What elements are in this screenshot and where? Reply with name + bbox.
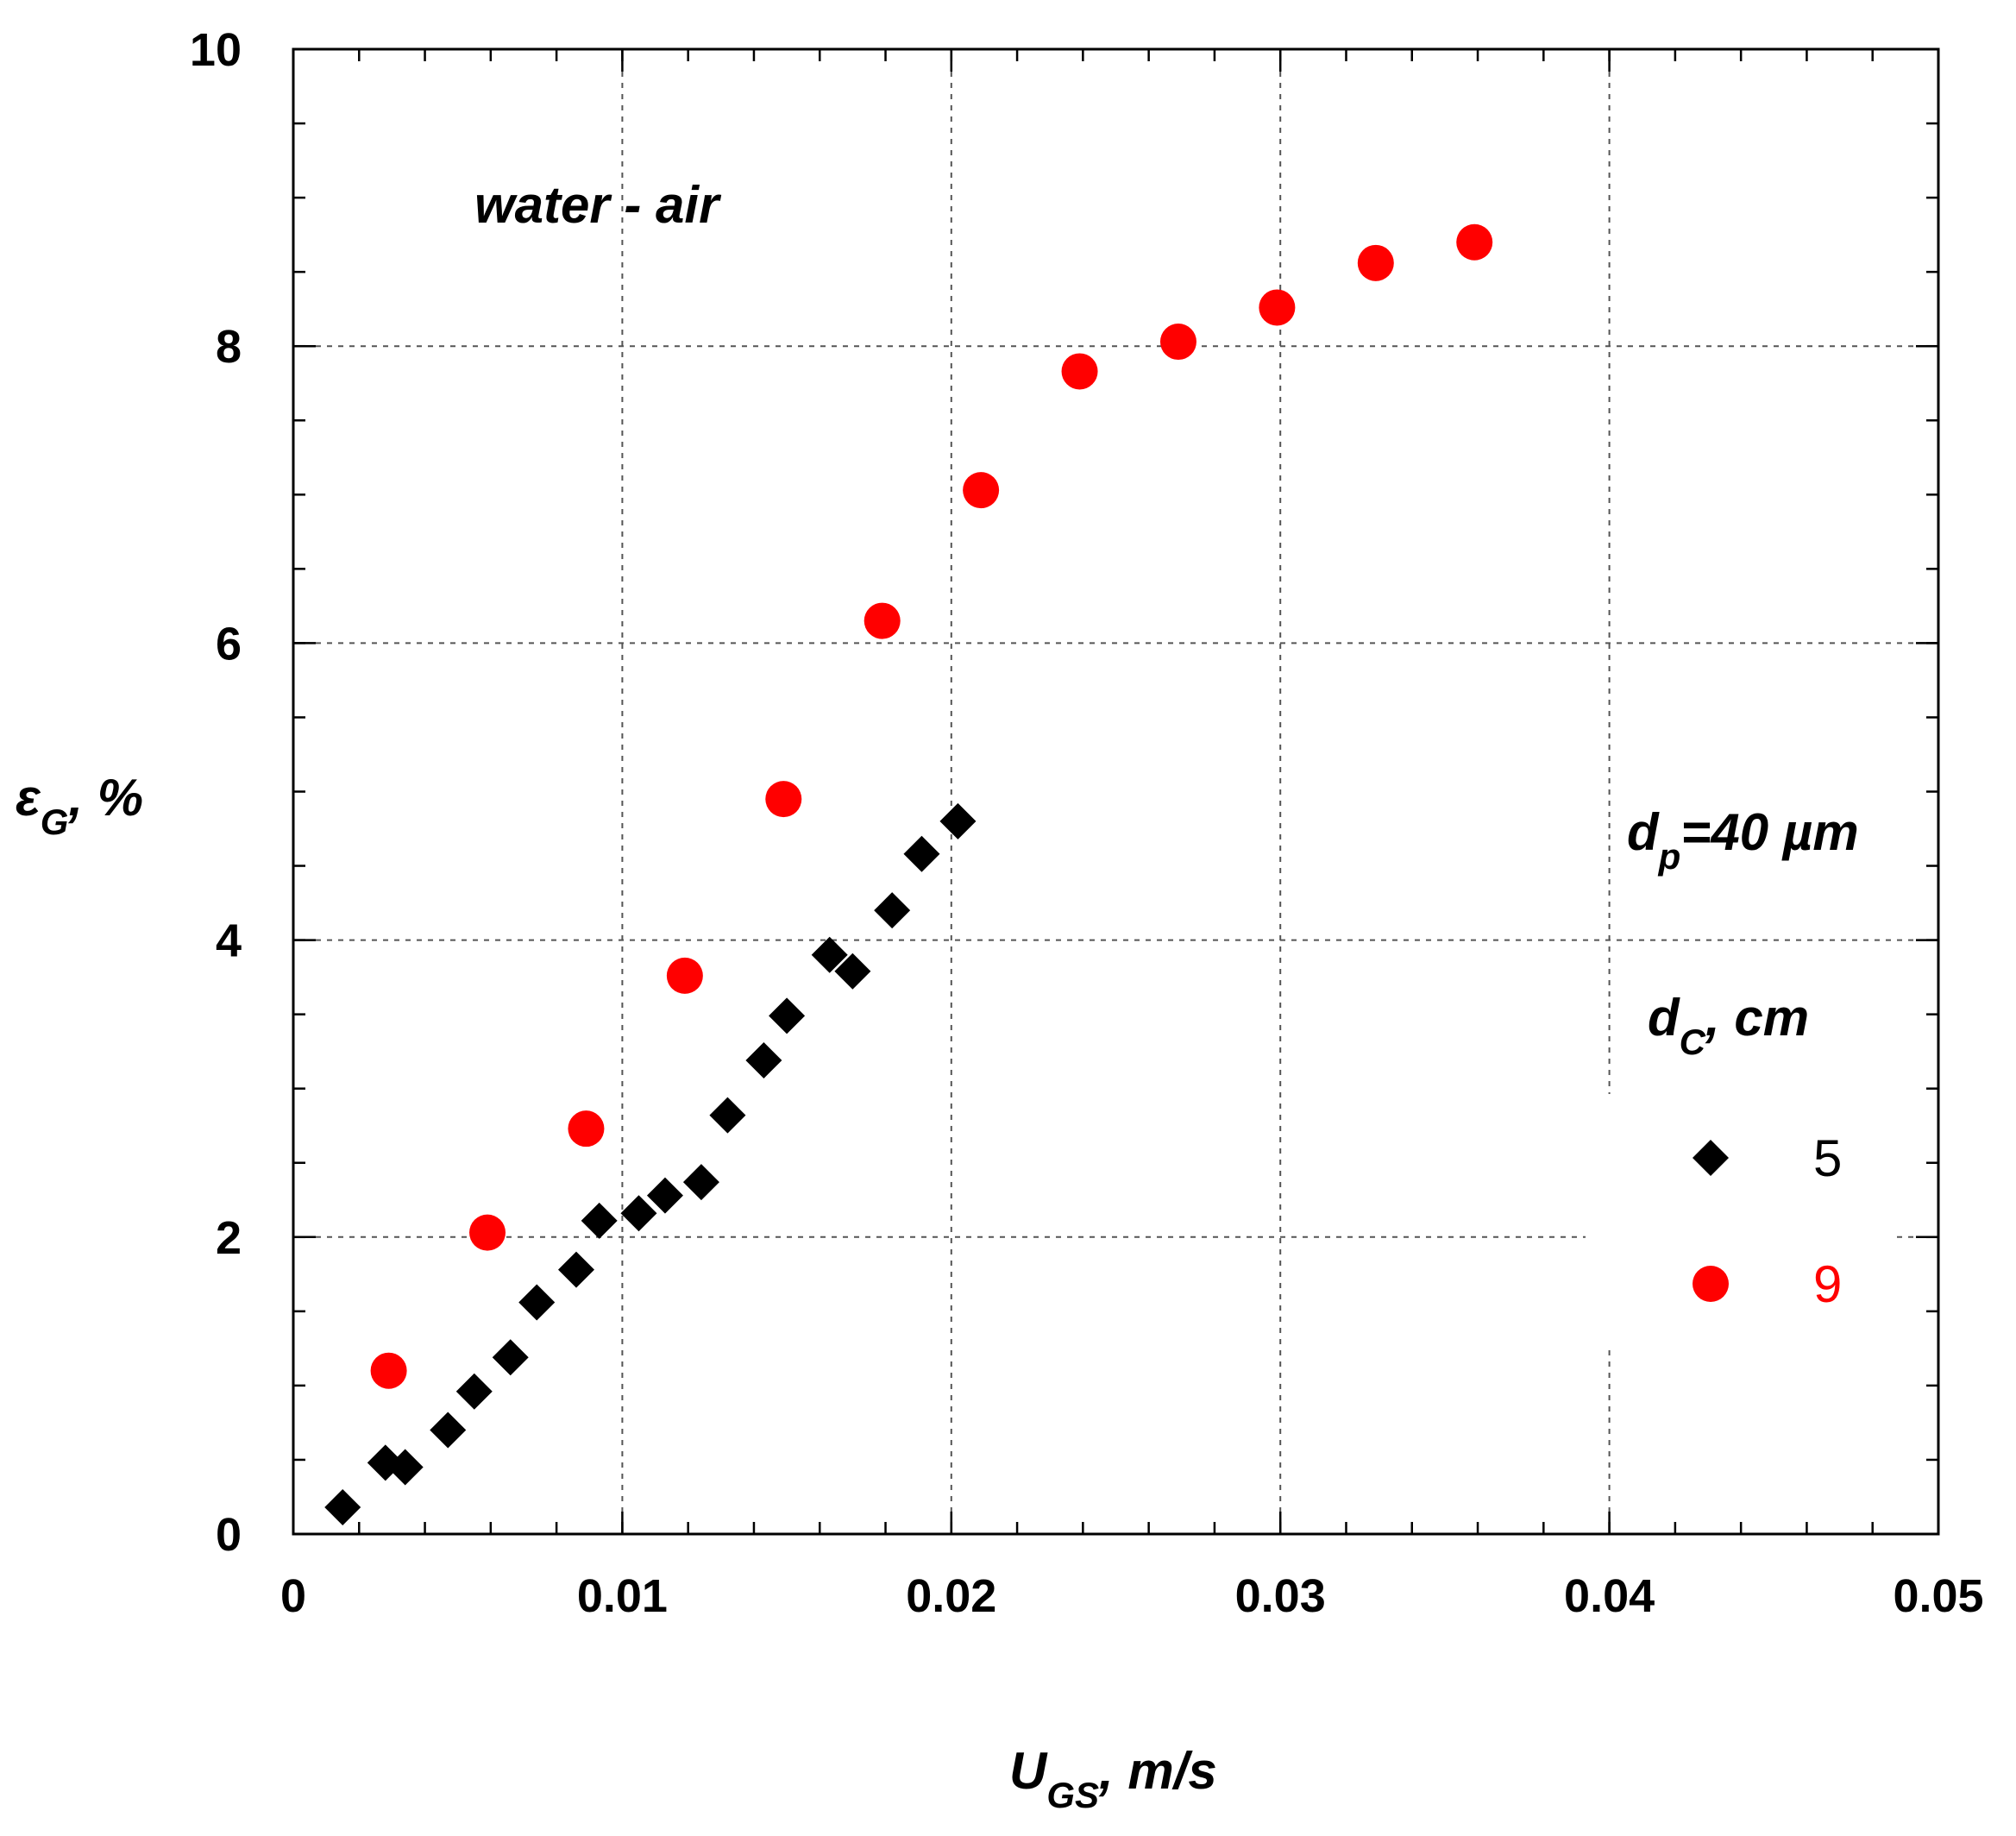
x-tick-label: 0.04 — [1564, 1570, 1655, 1622]
legend-label-9: 9 — [1813, 1255, 1842, 1313]
y-axis-title-main: ε — [16, 769, 41, 827]
legend: dC, cm 59 — [1648, 989, 1842, 1313]
x-axis-title: UGS, m/s — [1009, 1742, 1217, 1815]
data-point — [709, 1097, 746, 1134]
data-point — [834, 953, 871, 990]
x-tick-labels: 0 0.01 0.02 0.03 0.04 0.05 — [280, 1570, 1984, 1622]
x-tick-label: 0.03 — [1235, 1570, 1326, 1622]
data-point — [620, 1195, 657, 1232]
y-tick-label: 6 — [216, 618, 242, 670]
data-point — [769, 997, 806, 1034]
data-point — [811, 936, 848, 973]
particle-main: d — [1627, 803, 1660, 861]
data-point — [646, 1177, 683, 1214]
data-point — [874, 892, 911, 929]
x-tick-label: 0.02 — [906, 1570, 996, 1622]
series-9 — [370, 223, 1493, 1389]
y-axis-title-sub: G — [41, 802, 69, 842]
y-tick-label: 10 — [190, 24, 242, 76]
legend-title-suffix: , cm — [1705, 989, 1809, 1047]
data-point — [568, 1110, 605, 1148]
data-series — [324, 223, 1493, 1526]
data-point — [765, 781, 802, 818]
y-tick-label: 0 — [216, 1509, 242, 1561]
data-point — [939, 802, 977, 839]
data-point — [1061, 353, 1098, 390]
data-point — [963, 472, 1000, 509]
x-axis-title-suffix: , m/s — [1098, 1742, 1217, 1800]
legend-marker-9 — [1693, 1266, 1729, 1302]
data-point — [1357, 244, 1394, 281]
x-tick-label: 0 — [280, 1570, 306, 1622]
legend-label-5: 5 — [1813, 1129, 1842, 1187]
data-point — [1456, 223, 1493, 261]
data-point — [745, 1042, 782, 1079]
legend-title-main: d — [1648, 989, 1680, 1047]
x-axis-title-main: U — [1009, 1742, 1048, 1800]
data-point — [386, 1449, 424, 1486]
data-point — [682, 1164, 719, 1201]
particle-sub: p — [1658, 836, 1681, 877]
legend-title: dC, cm — [1648, 989, 1809, 1062]
y-tick-label: 4 — [216, 915, 242, 967]
data-point — [324, 1489, 361, 1526]
data-point — [1159, 324, 1196, 361]
y-axis-title-suffix: , % — [67, 769, 143, 827]
y-axis-title: εG, % — [16, 769, 143, 842]
series-5 — [324, 802, 977, 1526]
data-point — [492, 1339, 529, 1376]
data-point — [864, 602, 901, 639]
data-point — [581, 1202, 618, 1239]
legend-marker-5 — [1693, 1140, 1729, 1176]
data-point — [518, 1284, 556, 1321]
data-point — [1259, 289, 1296, 326]
x-axis-title-sub: GS — [1046, 1775, 1099, 1815]
y-tick-label: 8 — [216, 321, 242, 373]
data-point — [558, 1251, 595, 1288]
y-tick-label: 2 — [216, 1212, 242, 1264]
data-point — [666, 957, 703, 994]
legend-entries: 59 — [1693, 1129, 1842, 1313]
legend-title-sub: C — [1680, 1022, 1706, 1062]
legend-background — [1586, 1094, 1896, 1344]
data-point — [903, 835, 940, 872]
particle-suffix: =40 µm — [1680, 803, 1858, 861]
system-annotation: water - air — [474, 176, 722, 234]
x-tick-label: 0.01 — [577, 1570, 668, 1622]
data-point — [370, 1352, 407, 1389]
data-point — [430, 1412, 467, 1449]
data-point — [469, 1214, 506, 1251]
data-point — [455, 1373, 493, 1410]
y-tick-labels: 0 2 4 6 8 10 — [190, 24, 242, 1561]
particle-diameter-annotation: dp=40 µm — [1627, 803, 1859, 877]
plot-frame — [292, 47, 1940, 1536]
x-tick-label: 0.05 — [1893, 1570, 1983, 1622]
